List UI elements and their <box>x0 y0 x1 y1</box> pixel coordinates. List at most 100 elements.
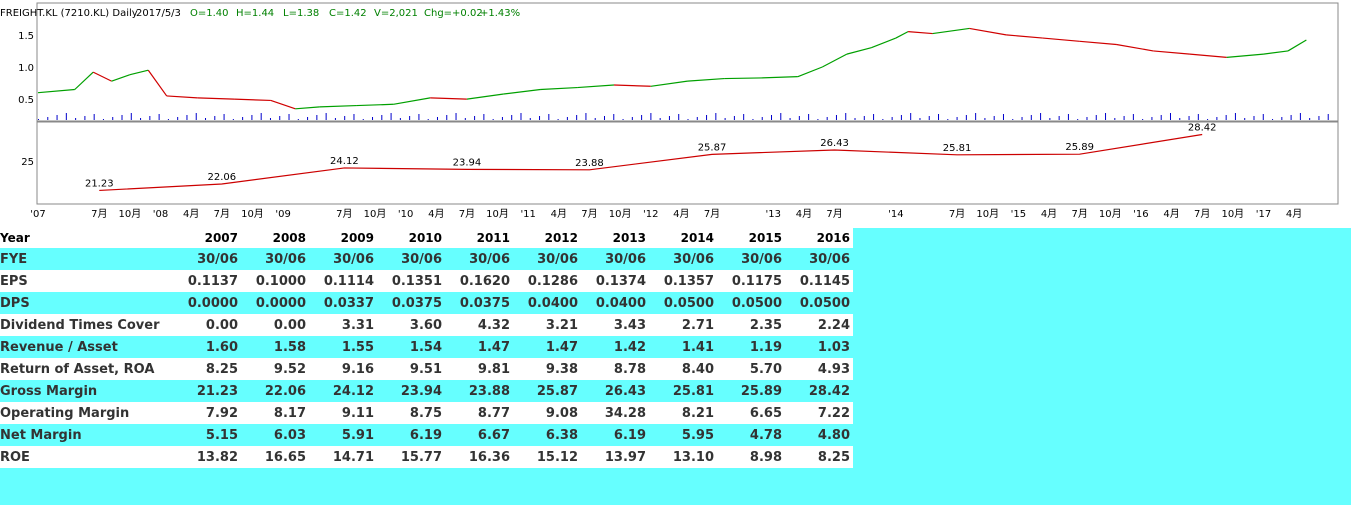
volume-bar <box>177 117 179 120</box>
volume-bar <box>65 113 67 120</box>
volume-bar <box>93 114 95 120</box>
header-close: C=1.42 <box>329 8 367 19</box>
table-row: Revenue / Asset 1.60 1.58 1.55 1.54 1.47 1.47 1… <box>0 336 853 358</box>
volume-bar <box>585 113 587 120</box>
volume-bar <box>102 119 104 120</box>
gross-margin-label: 25.87 <box>698 142 727 153</box>
volume-bar <box>1077 119 1079 120</box>
volume-bar <box>1002 114 1004 120</box>
volume-bar <box>780 113 782 120</box>
header-open: O=1.40 <box>190 8 229 19</box>
stock-chart: FREIGHT.KL (7210.KL) Daily 2017/5/3 O=1.… <box>0 0 1351 228</box>
table-header-year: 2010 <box>377 228 445 248</box>
x-tick-label: 10月 <box>364 208 387 220</box>
table-cell: 8.98 <box>717 446 785 468</box>
volume-bar <box>668 116 670 120</box>
x-tick-label: '16 <box>1133 209 1148 220</box>
row-label: Return of Asset, ROA <box>0 358 173 380</box>
row-label: Gross Margin <box>0 380 173 402</box>
header-change: Chg=+0.02 <box>424 8 483 19</box>
table-cell: 26.43 <box>581 380 649 402</box>
volume-bar <box>622 119 624 120</box>
volume-bar <box>1169 113 1171 120</box>
row-label: Net Margin <box>0 424 173 446</box>
table-cell: 16.65 <box>241 446 309 468</box>
table-cell: 3.21 <box>513 314 581 336</box>
volume-bar <box>1309 118 1311 120</box>
volume-bar <box>1179 118 1181 120</box>
table-cell: 7.22 <box>785 402 853 424</box>
volume-bar <box>1049 118 1051 120</box>
x-tick-label: 7月 <box>581 208 597 220</box>
price-segment <box>650 80 688 87</box>
price-series <box>37 27 1307 110</box>
header-high: H=1.44 <box>236 8 274 19</box>
x-axis: '07 7月 10月 '08 4月 7月 10月 '09 7月 10月 '10 4月 7月 10月 '11 4… <box>30 208 1302 220</box>
table-cell: 2.35 <box>717 314 785 336</box>
table-cell: 6.38 <box>513 424 581 446</box>
volume-bar <box>1114 118 1116 120</box>
price-segment <box>969 27 1007 36</box>
volume-bar <box>232 119 234 120</box>
volume-bar <box>1058 116 1060 120</box>
table-cell: 8.21 <box>649 402 717 424</box>
volume-bar <box>975 113 977 120</box>
volume-bar <box>557 119 559 120</box>
volume-bar <box>808 114 810 120</box>
table-cell: 0.0500 <box>717 292 785 314</box>
header-date: 2017/5/3 <box>136 8 181 19</box>
volume-bar <box>631 117 633 120</box>
volume-bar <box>1086 117 1088 120</box>
price-segment <box>270 99 296 110</box>
x-tick-label: '12 <box>643 209 658 220</box>
x-tick-label: '09 <box>275 209 290 220</box>
volume-bar <box>919 118 921 120</box>
volume-bar <box>288 114 290 120</box>
table-cell: 0.1145 <box>785 270 853 292</box>
table-cell: 4.93 <box>785 358 853 380</box>
table-cell: 5.15 <box>173 424 241 446</box>
volume-bar <box>1067 114 1069 120</box>
table-cell: 0.1286 <box>513 270 581 292</box>
volume-bar <box>529 118 531 120</box>
gross-margin-label: 26.43 <box>820 138 849 149</box>
table-cell: 1.19 <box>717 336 785 358</box>
table-cell: 1.03 <box>785 336 853 358</box>
volume-bar <box>641 115 643 120</box>
table-cell: 9.52 <box>241 358 309 380</box>
x-tick-label: 4月 <box>1163 208 1179 220</box>
volume-bar <box>372 117 374 120</box>
x-tick-label: 10月 <box>486 208 509 220</box>
price-y-tick: 1.0 <box>18 63 34 74</box>
table-header-year: 2016 <box>785 228 853 248</box>
volume-bar <box>1151 117 1153 120</box>
price-segment <box>1079 40 1117 46</box>
table-cell: 8.25 <box>173 358 241 380</box>
volume-bar <box>316 115 318 120</box>
price-segment <box>147 69 168 97</box>
gross-margin-label: 25.81 <box>943 143 972 154</box>
price-segment <box>319 104 357 108</box>
volume-bar <box>1012 119 1014 120</box>
price-segment <box>871 37 897 49</box>
financial-table-area: Year 2007 2008 2009 2010 2011 2012 2013 2014 2015… <box>0 228 1351 505</box>
price-segment <box>724 77 762 80</box>
volume-bar <box>520 113 522 120</box>
volume-bar <box>121 115 123 120</box>
volume-bar <box>1216 117 1218 120</box>
table-cell: 0.0375 <box>445 292 513 314</box>
x-tick-label: 7月 <box>1071 208 1087 220</box>
table-cell: 23.88 <box>445 380 513 402</box>
table-cell: 8.75 <box>377 402 445 424</box>
volume-bar <box>56 115 58 120</box>
table-cell: 0.0400 <box>513 292 581 314</box>
price-segment <box>895 31 909 39</box>
volume-bar <box>75 118 77 120</box>
volume-bar <box>900 115 902 120</box>
volume-bar <box>1207 119 1209 120</box>
volume-bar <box>297 119 299 120</box>
price-segment <box>74 71 94 90</box>
table-cell: 13.97 <box>581 446 649 468</box>
price-segment <box>613 84 651 87</box>
price-segment <box>197 97 235 100</box>
